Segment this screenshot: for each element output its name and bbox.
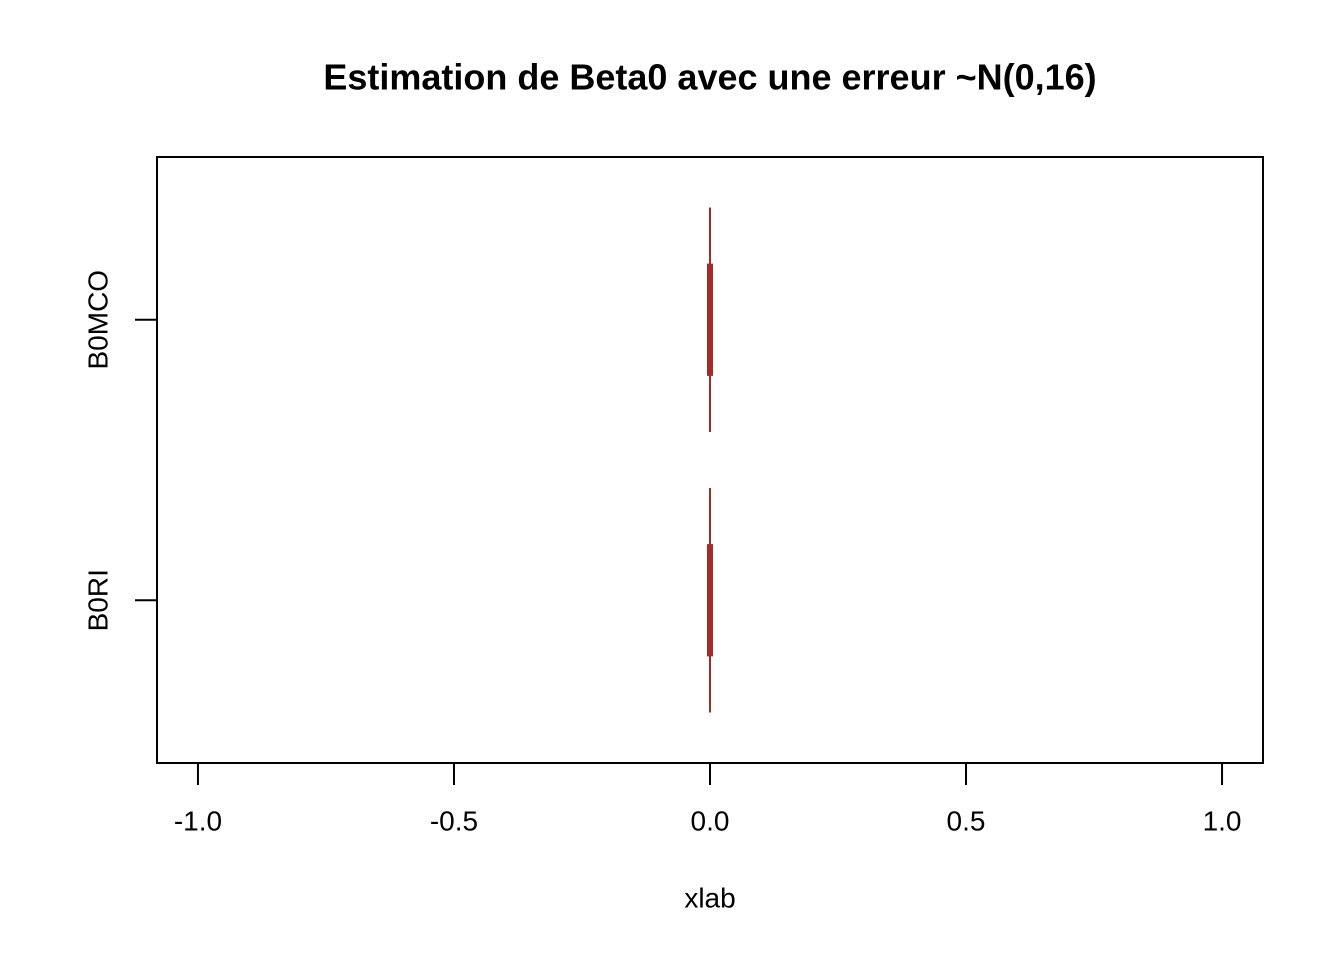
- y-tick-label: B0RI: [82, 569, 113, 631]
- x-axis-label: xlab: [684, 882, 735, 913]
- x-tick-label: 0.0: [691, 805, 730, 836]
- x-tick-label: -1.0: [174, 805, 222, 836]
- x-tick-label: 1.0: [1203, 805, 1242, 836]
- x-tick-label: -0.5: [430, 805, 478, 836]
- chart-title: Estimation de Beta0 avec une erreur ~N(0…: [323, 57, 1096, 98]
- x-tick-label: 0.5: [947, 805, 986, 836]
- y-tick-label: B0MCO: [82, 270, 113, 370]
